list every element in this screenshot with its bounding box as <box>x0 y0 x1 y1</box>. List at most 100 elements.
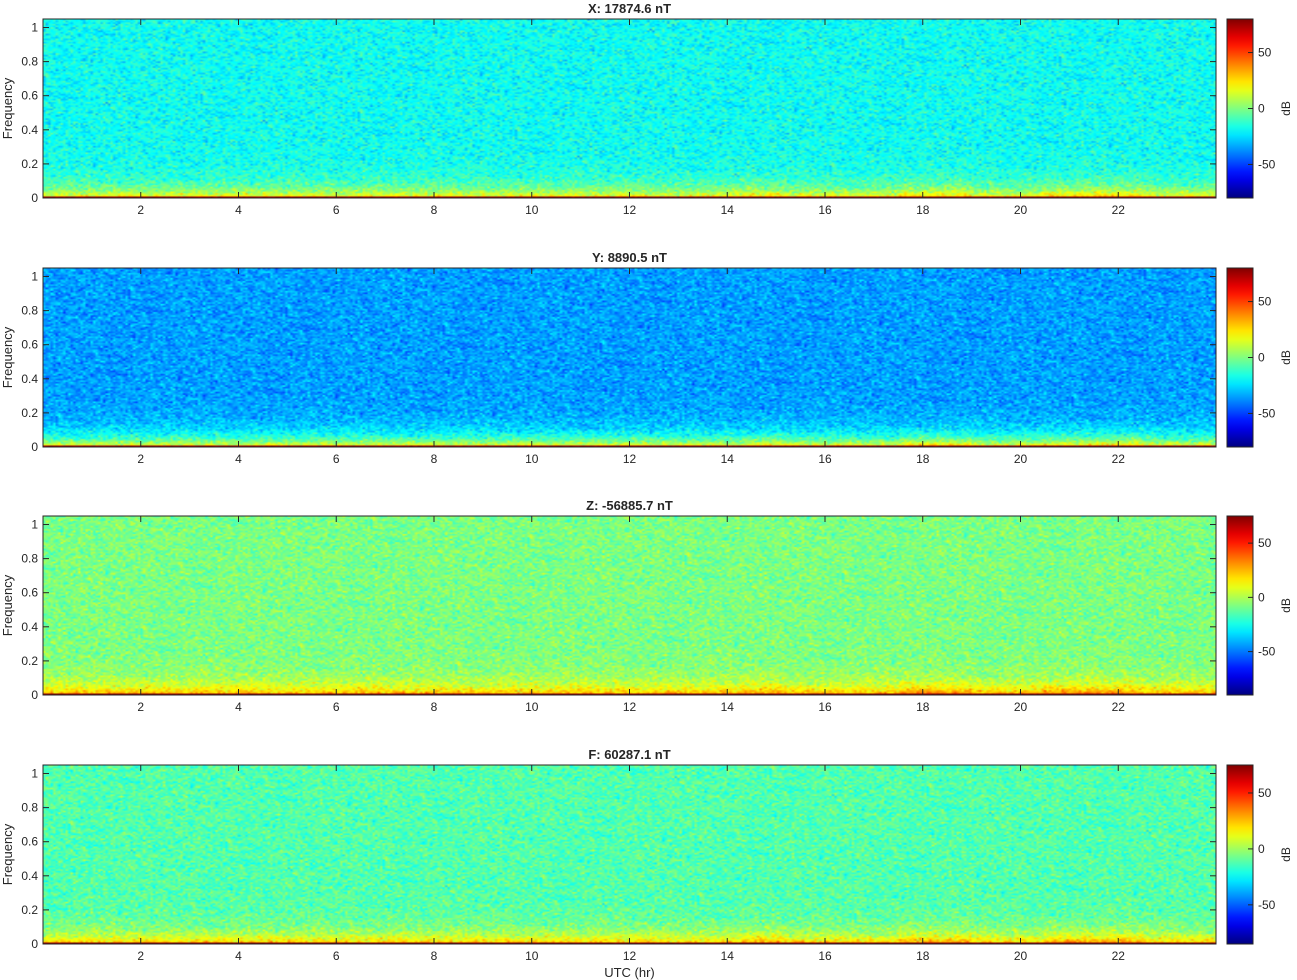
y-tick-label: 0.2 <box>21 406 38 420</box>
x-tick-label: 20 <box>1014 949 1028 963</box>
x-tick-label: 4 <box>235 700 242 714</box>
x-tick-label: 22 <box>1112 700 1126 714</box>
panel-title: Z: -56885.7 nT <box>586 498 673 513</box>
panel-title: X: 17874.6 nT <box>588 1 671 16</box>
spectrogram-panel-4: F: 60287.1 nT2 4 6 8 10 12 14 16 18 20 2200.20.40.… <box>0 747 1293 980</box>
y-tick-label: 0 <box>31 191 38 205</box>
colorbar-label: dB <box>1279 350 1293 365</box>
x-tick-label: 6 <box>333 452 340 466</box>
x-tick-label: 14 <box>721 203 735 217</box>
spectrogram-panel-3: Z: -56885.7 nT2 4 6 8 10 12 14 16 18 20 2200.20.40… <box>0 498 1293 714</box>
spectrogram-image <box>43 19 1216 198</box>
x-tick-label: 8 <box>431 203 438 217</box>
y-tick-label: 1 <box>31 518 38 532</box>
y-tick-label: 0.6 <box>21 338 38 352</box>
x-tick-label: 14 <box>721 700 735 714</box>
x-tick-label: 14 <box>721 452 735 466</box>
x-tick-label: 6 <box>333 949 340 963</box>
x-tick-label: 22 <box>1112 949 1126 963</box>
x-tick-label: 2 <box>137 949 144 963</box>
y-tick-label: 0.6 <box>21 835 38 849</box>
colorbar-tick-label: 50 <box>1258 786 1272 800</box>
y-tick-label: 0.4 <box>21 620 38 634</box>
x-tick-label: 4 <box>235 203 242 217</box>
colorbar-tick-label: 50 <box>1258 46 1272 60</box>
y-axis-label: Frequency <box>0 326 15 388</box>
spectrogram-image <box>43 765 1216 944</box>
x-tick-label: 20 <box>1014 203 1028 217</box>
y-tick-label: 0.6 <box>21 89 38 103</box>
colorbar-tick-label: 50 <box>1258 295 1272 309</box>
x-tick-label: 10 <box>525 203 539 217</box>
colorbar-tick-label: -50 <box>1258 406 1276 420</box>
x-tick-label: 6 <box>333 203 340 217</box>
y-tick-label: 0.4 <box>21 123 38 137</box>
y-tick-label: 0.8 <box>21 55 38 69</box>
x-tick-label: 10 <box>525 949 539 963</box>
x-tick-label: 14 <box>721 949 735 963</box>
x-tick-label: 4 <box>235 949 242 963</box>
y-axis-label: Frequency <box>0 823 15 885</box>
x-tick-label: 16 <box>818 203 832 217</box>
spectrogram-image <box>43 516 1216 695</box>
y-tick-label: 0.2 <box>21 903 38 917</box>
x-tick-label: 12 <box>623 949 637 963</box>
y-tick-label: 0.6 <box>21 586 38 600</box>
y-tick-label: 0.4 <box>21 869 38 883</box>
colorbar-label: dB <box>1279 847 1293 862</box>
colorbar-tick-label: 0 <box>1258 842 1265 856</box>
colorbar-label: dB <box>1279 101 1293 116</box>
x-tick-label: 8 <box>431 452 438 466</box>
x-axis-label: UTC (hr) <box>604 965 655 980</box>
y-tick-label: 0.2 <box>21 654 38 668</box>
x-tick-label: 4 <box>235 452 242 466</box>
y-tick-label: 0.8 <box>21 801 38 815</box>
y-tick-label: 0.2 <box>21 157 38 171</box>
colorbar-tick-label: 0 <box>1258 102 1265 116</box>
colorbar-tick-label: -50 <box>1258 645 1276 659</box>
y-tick-label: 1 <box>31 270 38 284</box>
x-tick-label: 2 <box>137 452 144 466</box>
x-tick-label: 8 <box>431 949 438 963</box>
x-tick-label: 10 <box>525 700 539 714</box>
y-tick-label: 0.8 <box>21 304 38 318</box>
colorbar-tick-label: -50 <box>1258 898 1276 912</box>
y-tick-label: 1 <box>31 21 38 35</box>
y-axis-label: Frequency <box>0 574 15 636</box>
colorbar-tick-label: 0 <box>1258 351 1265 365</box>
panel-title: F: 60287.1 nT <box>588 747 670 762</box>
spectrogram-panel-1: X: 17874.6 nT2 4 6 8 10 12 14 16 18 20 2200.20.40.… <box>0 1 1293 217</box>
colorbar-tick-label: 50 <box>1258 536 1272 550</box>
x-tick-label: 20 <box>1014 700 1028 714</box>
y-tick-label: 0.4 <box>21 372 38 386</box>
x-tick-label: 2 <box>137 203 144 217</box>
colorbar <box>1226 515 1254 696</box>
x-tick-label: 18 <box>916 949 930 963</box>
x-tick-label: 22 <box>1112 452 1126 466</box>
x-tick-label: 16 <box>818 452 832 466</box>
x-tick-label: 20 <box>1014 452 1028 466</box>
spectrogram-panel-2: Y: 8890.5 nT2 4 6 8 10 12 14 16 18 20 2200.20.40.6… <box>0 250 1293 466</box>
x-tick-label: 8 <box>431 700 438 714</box>
y-tick-label: 0 <box>31 440 38 454</box>
y-axis-label: Frequency <box>0 77 15 139</box>
x-tick-label: 12 <box>623 700 637 714</box>
x-tick-label: 12 <box>623 203 637 217</box>
x-tick-label: 18 <box>916 203 930 217</box>
y-tick-label: 0 <box>31 937 38 951</box>
x-tick-label: 18 <box>916 452 930 466</box>
x-tick-label: 12 <box>623 452 637 466</box>
colorbar <box>1226 764 1254 945</box>
y-tick-label: 0 <box>31 688 38 702</box>
panel-title: Y: 8890.5 nT <box>592 250 667 265</box>
colorbar-label: dB <box>1279 598 1293 613</box>
x-tick-label: 6 <box>333 700 340 714</box>
x-tick-label: 22 <box>1112 203 1126 217</box>
spectrogram-image <box>43 268 1216 447</box>
x-tick-label: 16 <box>818 949 832 963</box>
y-tick-label: 1 <box>31 767 38 781</box>
x-tick-label: 2 <box>137 700 144 714</box>
colorbar-tick-label: 0 <box>1258 590 1265 604</box>
x-tick-label: 16 <box>818 700 832 714</box>
